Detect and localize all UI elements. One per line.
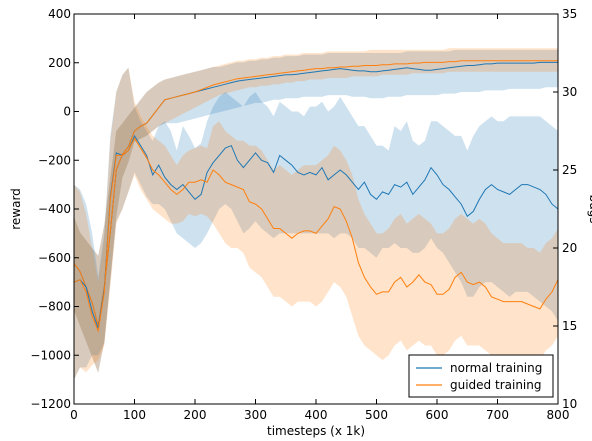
y-tick-label-left: −400 <box>38 202 71 216</box>
line-left-guided-training <box>73 137 559 333</box>
x-tick-label: 700 <box>486 408 509 422</box>
y-axis-label-left: reward <box>9 188 23 230</box>
line-right-guided-training <box>73 60 558 327</box>
legend: normal training guided training <box>408 354 554 398</box>
band-left-guided-training <box>74 67 558 380</box>
x-tick-label: 300 <box>244 408 267 422</box>
y-tick-label-left: 0 <box>63 105 71 119</box>
confidence-bands <box>74 48 558 380</box>
legend-label-guided: guided training <box>450 378 541 392</box>
band-right-normal-training <box>74 49 558 373</box>
y-tick-label-left: 400 <box>48 7 71 21</box>
x-tick-label: 600 <box>426 408 449 422</box>
y-tick-label-left: −1000 <box>30 348 71 362</box>
y-tick-label-right: 15 <box>562 319 577 333</box>
legend-label-normal: normal training <box>450 361 542 375</box>
y-tick-label-right: 30 <box>562 85 577 99</box>
y-tick-label-left: 200 <box>48 56 71 70</box>
x-tick-label: 500 <box>365 408 388 422</box>
x-tick-label: 200 <box>184 408 207 422</box>
legend-box <box>408 354 554 398</box>
y-tick-label-right: 10 <box>562 397 577 411</box>
y-axis-label-right: bugs <box>587 194 592 223</box>
y-tick-label-right: 35 <box>562 7 577 21</box>
band-left-normal-training <box>74 67 558 380</box>
y-tick-label-left: −200 <box>38 153 71 167</box>
axis-ticks: 0 100 200 300 400 500 600 700 800 400 200 0 −200 −400… <box>30 7 577 422</box>
y-tick-label-left: −600 <box>38 251 71 265</box>
y-tick-label-left: −1200 <box>30 397 71 411</box>
x-axis-label: timesteps (x 1k) <box>267 424 365 438</box>
x-tick-label: 0 <box>70 408 78 422</box>
y-tick-label-right: 20 <box>562 241 577 255</box>
y-tick-label-left: −800 <box>38 300 71 314</box>
series-lines <box>73 60 559 333</box>
x-tick-label: 400 <box>305 408 328 422</box>
y-tick-label-right: 25 <box>562 163 577 177</box>
x-tick-label: 100 <box>123 408 146 422</box>
x-tick-label: 800 <box>547 408 570 422</box>
